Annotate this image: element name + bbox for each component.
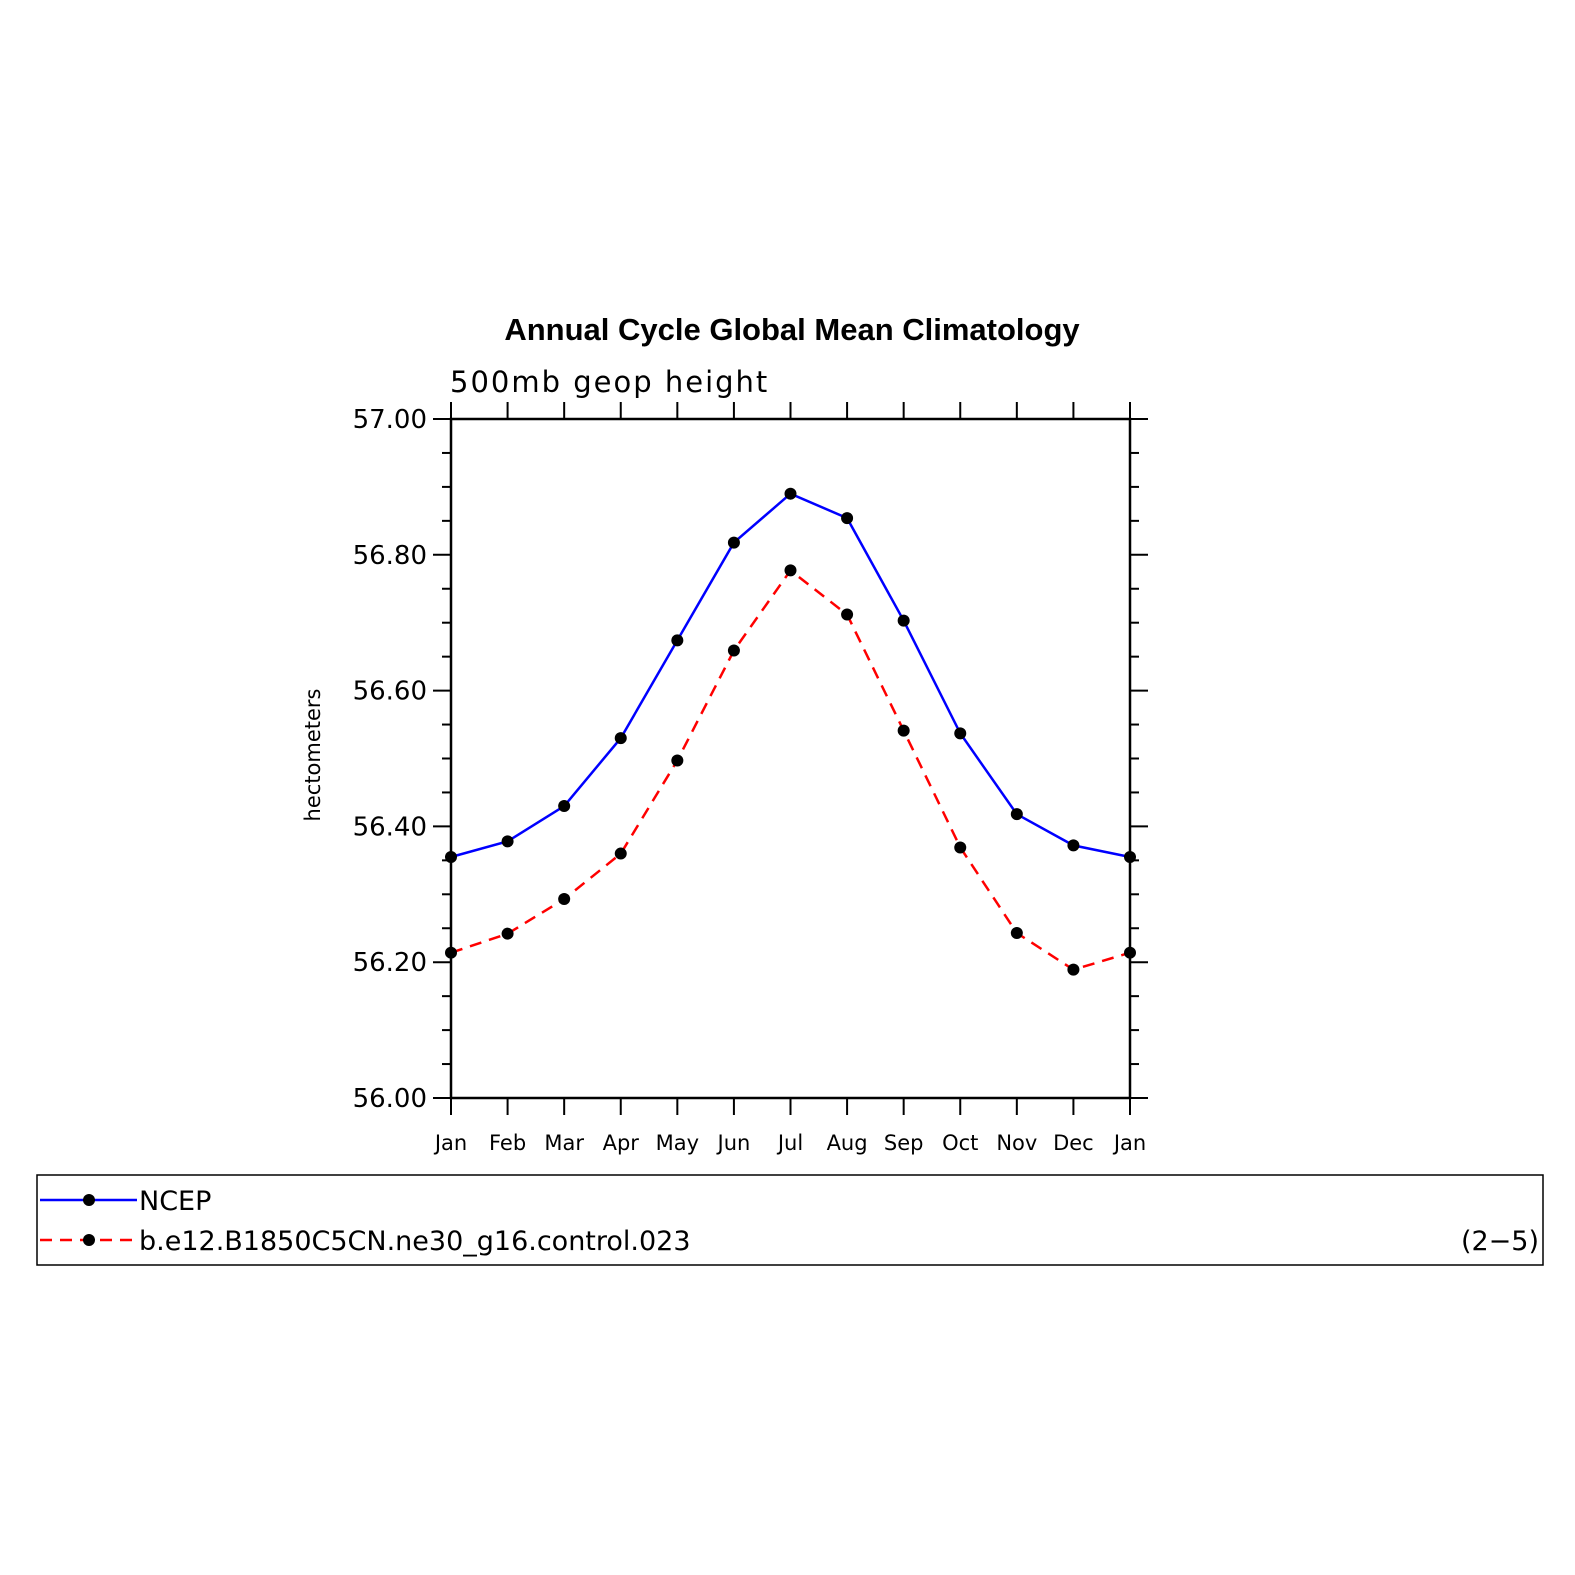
data-point-0: [727, 536, 740, 549]
series-line-0: [450, 492, 1131, 859]
y-axis-ticks: 56.00 56.20 56.40 56.60 56.80 57.00: [353, 405, 1148, 1114]
data-point-0: [501, 835, 514, 848]
data-point-0: [1067, 839, 1080, 852]
data-point-1: [1067, 963, 1080, 976]
data-point-1: [841, 608, 854, 621]
y-axis-label: hectometers: [301, 689, 325, 822]
plot-markers: [445, 487, 1136, 976]
data-point-0: [1124, 850, 1136, 863]
x-tick-label: Dec: [1053, 1131, 1094, 1155]
x-tick-label: Oct: [942, 1131, 978, 1155]
y-tick-label: 56.80: [353, 541, 427, 571]
x-tick-label: Jun: [716, 1131, 751, 1155]
data-point-1: [501, 927, 514, 940]
data-point-1: [671, 754, 684, 767]
x-tick-label: Sep: [884, 1131, 924, 1155]
data-point-0: [445, 850, 457, 863]
legend-label-ncep: NCEP: [139, 1186, 211, 1217]
data-point-1: [1010, 927, 1023, 940]
legend-label-model: b.e12.B1850C5CN.ne30_g16.control.023: [139, 1226, 691, 1257]
data-point-0: [1010, 808, 1023, 821]
x-tick-label: Apr: [603, 1131, 640, 1155]
data-point-0: [897, 614, 910, 627]
data-point-1: [784, 564, 797, 577]
y-tick-label: 57.00: [353, 405, 427, 435]
y-tick-label: 56.00: [353, 1084, 427, 1114]
legend: NCEP b.e12.B1850C5CN.ne30_g16.control.02…: [36, 1174, 1544, 1266]
data-point-1: [614, 847, 627, 860]
legend-marker-model: [83, 1234, 95, 1246]
data-point-1: [445, 946, 457, 959]
data-point-0: [841, 512, 854, 525]
x-tick-label: Nov: [996, 1131, 1037, 1155]
data-point-0: [954, 727, 967, 740]
axes: [449, 417, 1132, 1100]
x-tick-label: Jul: [776, 1131, 803, 1155]
data-point-0: [784, 487, 797, 500]
panel-label: (2−5): [1461, 1226, 1539, 1257]
chart-subtitle: 500mb geop height: [450, 365, 769, 399]
y-tick-label: 56.20: [353, 948, 427, 978]
data-point-0: [558, 800, 571, 813]
series-line-1: [450, 568, 1131, 972]
data-point-1: [897, 724, 910, 737]
y-tick-label: 56.60: [353, 677, 427, 707]
data-point-1: [558, 893, 571, 906]
chart-title: Annual Cycle Global Mean Climatology: [504, 312, 1080, 347]
y-tick-label: 56.40: [353, 812, 427, 842]
data-point-1: [954, 841, 967, 854]
x-tick-label: Aug: [827, 1131, 868, 1155]
x-tick-label: May: [656, 1131, 699, 1155]
x-tick-label: Mar: [544, 1131, 584, 1155]
legend-marker-ncep: [83, 1194, 95, 1206]
data-point-1: [727, 644, 740, 657]
x-tick-label: Jan: [1112, 1131, 1146, 1155]
x-tick-label: Feb: [489, 1131, 526, 1155]
plot-frame: [449, 417, 1132, 1100]
data-point-0: [671, 634, 684, 647]
x-axis-ticks: Jan Feb Mar Apr May Jun Jul Aug Sep Oct Nov Dec Jan: [433, 402, 1146, 1155]
data-point-1: [1124, 946, 1136, 959]
legend-box: [36, 1174, 1544, 1266]
data-point-0: [614, 732, 627, 745]
x-tick-label: Jan: [433, 1131, 467, 1155]
